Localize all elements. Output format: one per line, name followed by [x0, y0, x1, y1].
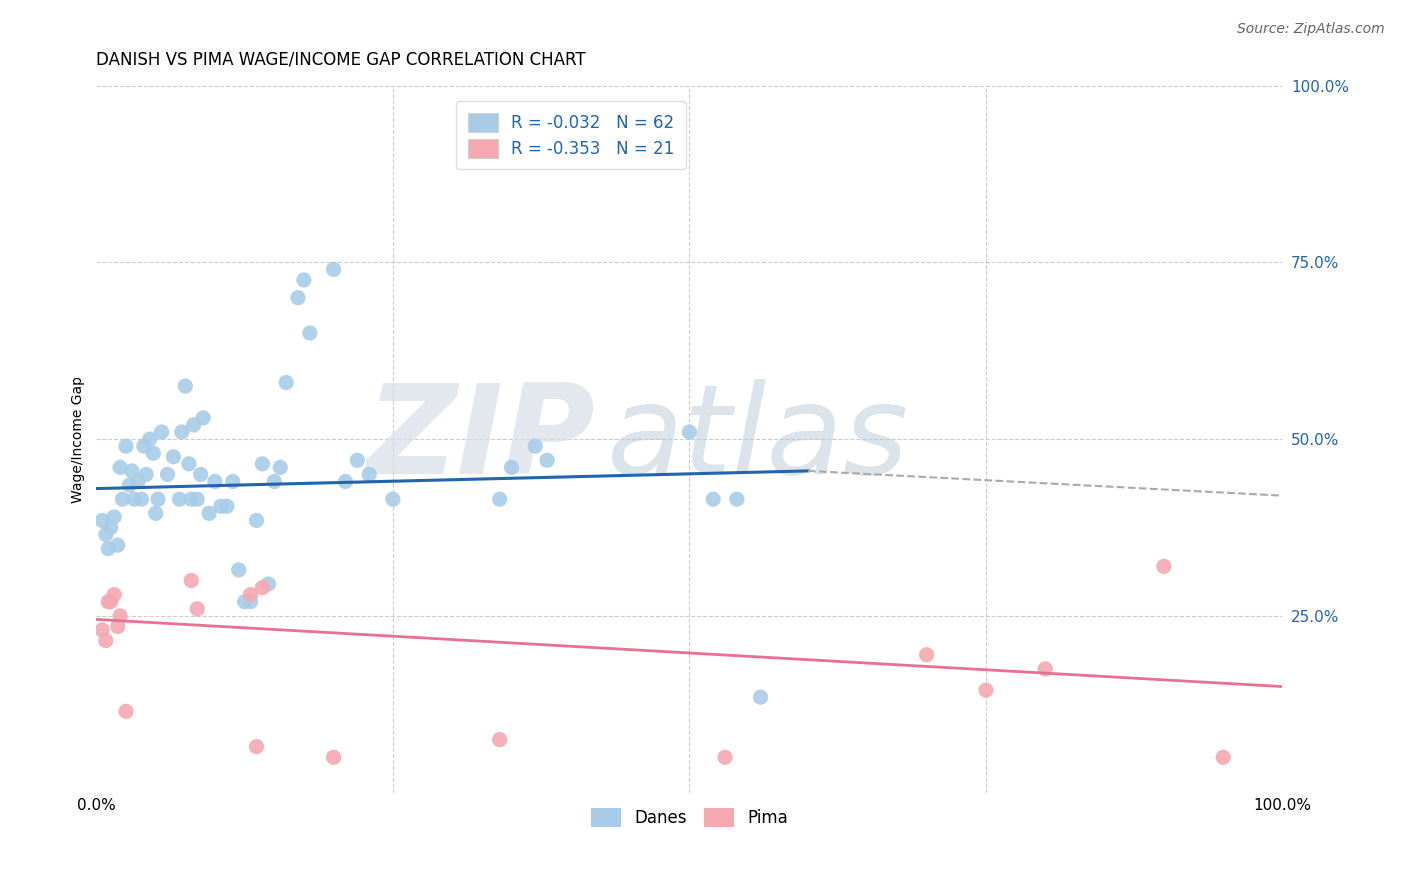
Point	[702, 492, 724, 507]
Point	[108, 608, 131, 623]
Point	[97, 541, 120, 556]
Point	[915, 648, 938, 662]
Text: Source: ZipAtlas.com: Source: ZipAtlas.com	[1237, 22, 1385, 37]
Text: ZIP: ZIP	[366, 378, 595, 500]
Point	[103, 509, 125, 524]
Point	[276, 376, 298, 390]
Point	[1153, 559, 1175, 574]
Point	[298, 326, 321, 340]
Point	[145, 506, 167, 520]
Point	[91, 623, 114, 637]
Point	[127, 475, 149, 489]
Point	[292, 273, 315, 287]
Point	[146, 492, 169, 507]
Point	[335, 475, 357, 489]
Point	[501, 460, 523, 475]
Point	[257, 577, 280, 591]
Point	[190, 467, 212, 482]
Point	[162, 450, 184, 464]
Point	[252, 457, 274, 471]
Point	[186, 602, 208, 616]
Point	[169, 492, 191, 507]
Point	[678, 425, 700, 439]
Point	[245, 739, 267, 754]
Point	[91, 513, 114, 527]
Point	[180, 492, 202, 507]
Point	[239, 595, 262, 609]
Point	[322, 750, 344, 764]
Point	[228, 563, 250, 577]
Point	[346, 453, 368, 467]
Point	[488, 492, 510, 507]
Point	[170, 425, 193, 439]
Point	[215, 500, 238, 514]
Point	[263, 475, 285, 489]
Point	[269, 460, 291, 475]
Point	[204, 475, 226, 489]
Point	[252, 581, 274, 595]
Point	[100, 520, 122, 534]
Point	[107, 619, 129, 633]
Point	[174, 379, 197, 393]
Point	[233, 595, 256, 609]
Point	[1033, 662, 1056, 676]
Point	[524, 439, 547, 453]
Point	[118, 478, 141, 492]
Point	[239, 588, 262, 602]
Text: DANISH VS PIMA WAGE/INCOME GAP CORRELATION CHART: DANISH VS PIMA WAGE/INCOME GAP CORRELATI…	[97, 51, 586, 69]
Point	[97, 595, 120, 609]
Point	[381, 492, 404, 507]
Point	[209, 500, 232, 514]
Point	[100, 595, 122, 609]
Point	[186, 492, 208, 507]
Point	[142, 446, 165, 460]
Point	[198, 506, 221, 520]
Point	[138, 432, 160, 446]
Point	[103, 588, 125, 602]
Point	[107, 538, 129, 552]
Point	[1212, 750, 1234, 764]
Point	[177, 457, 200, 471]
Point	[94, 527, 117, 541]
Point	[322, 262, 344, 277]
Point	[121, 464, 143, 478]
Point	[115, 704, 138, 718]
Point	[245, 513, 267, 527]
Point	[180, 574, 202, 588]
Point	[488, 732, 510, 747]
Point	[150, 425, 173, 439]
Point	[156, 467, 179, 482]
Point	[725, 492, 748, 507]
Point	[191, 410, 214, 425]
Point	[94, 633, 117, 648]
Point	[111, 492, 134, 507]
Y-axis label: Wage/Income Gap: Wage/Income Gap	[72, 376, 86, 502]
Point	[132, 439, 155, 453]
Point	[536, 453, 558, 467]
Point	[749, 690, 772, 705]
Point	[183, 417, 205, 432]
Point	[359, 467, 381, 482]
Point	[108, 460, 131, 475]
Legend: Danes, Pima: Danes, Pima	[585, 801, 794, 834]
Text: atlas: atlas	[606, 378, 908, 500]
Point	[714, 750, 737, 764]
Point	[131, 492, 153, 507]
Point	[115, 439, 138, 453]
Point	[287, 291, 309, 305]
Point	[974, 683, 997, 698]
Point	[124, 492, 146, 507]
Point	[135, 467, 157, 482]
Point	[222, 475, 245, 489]
